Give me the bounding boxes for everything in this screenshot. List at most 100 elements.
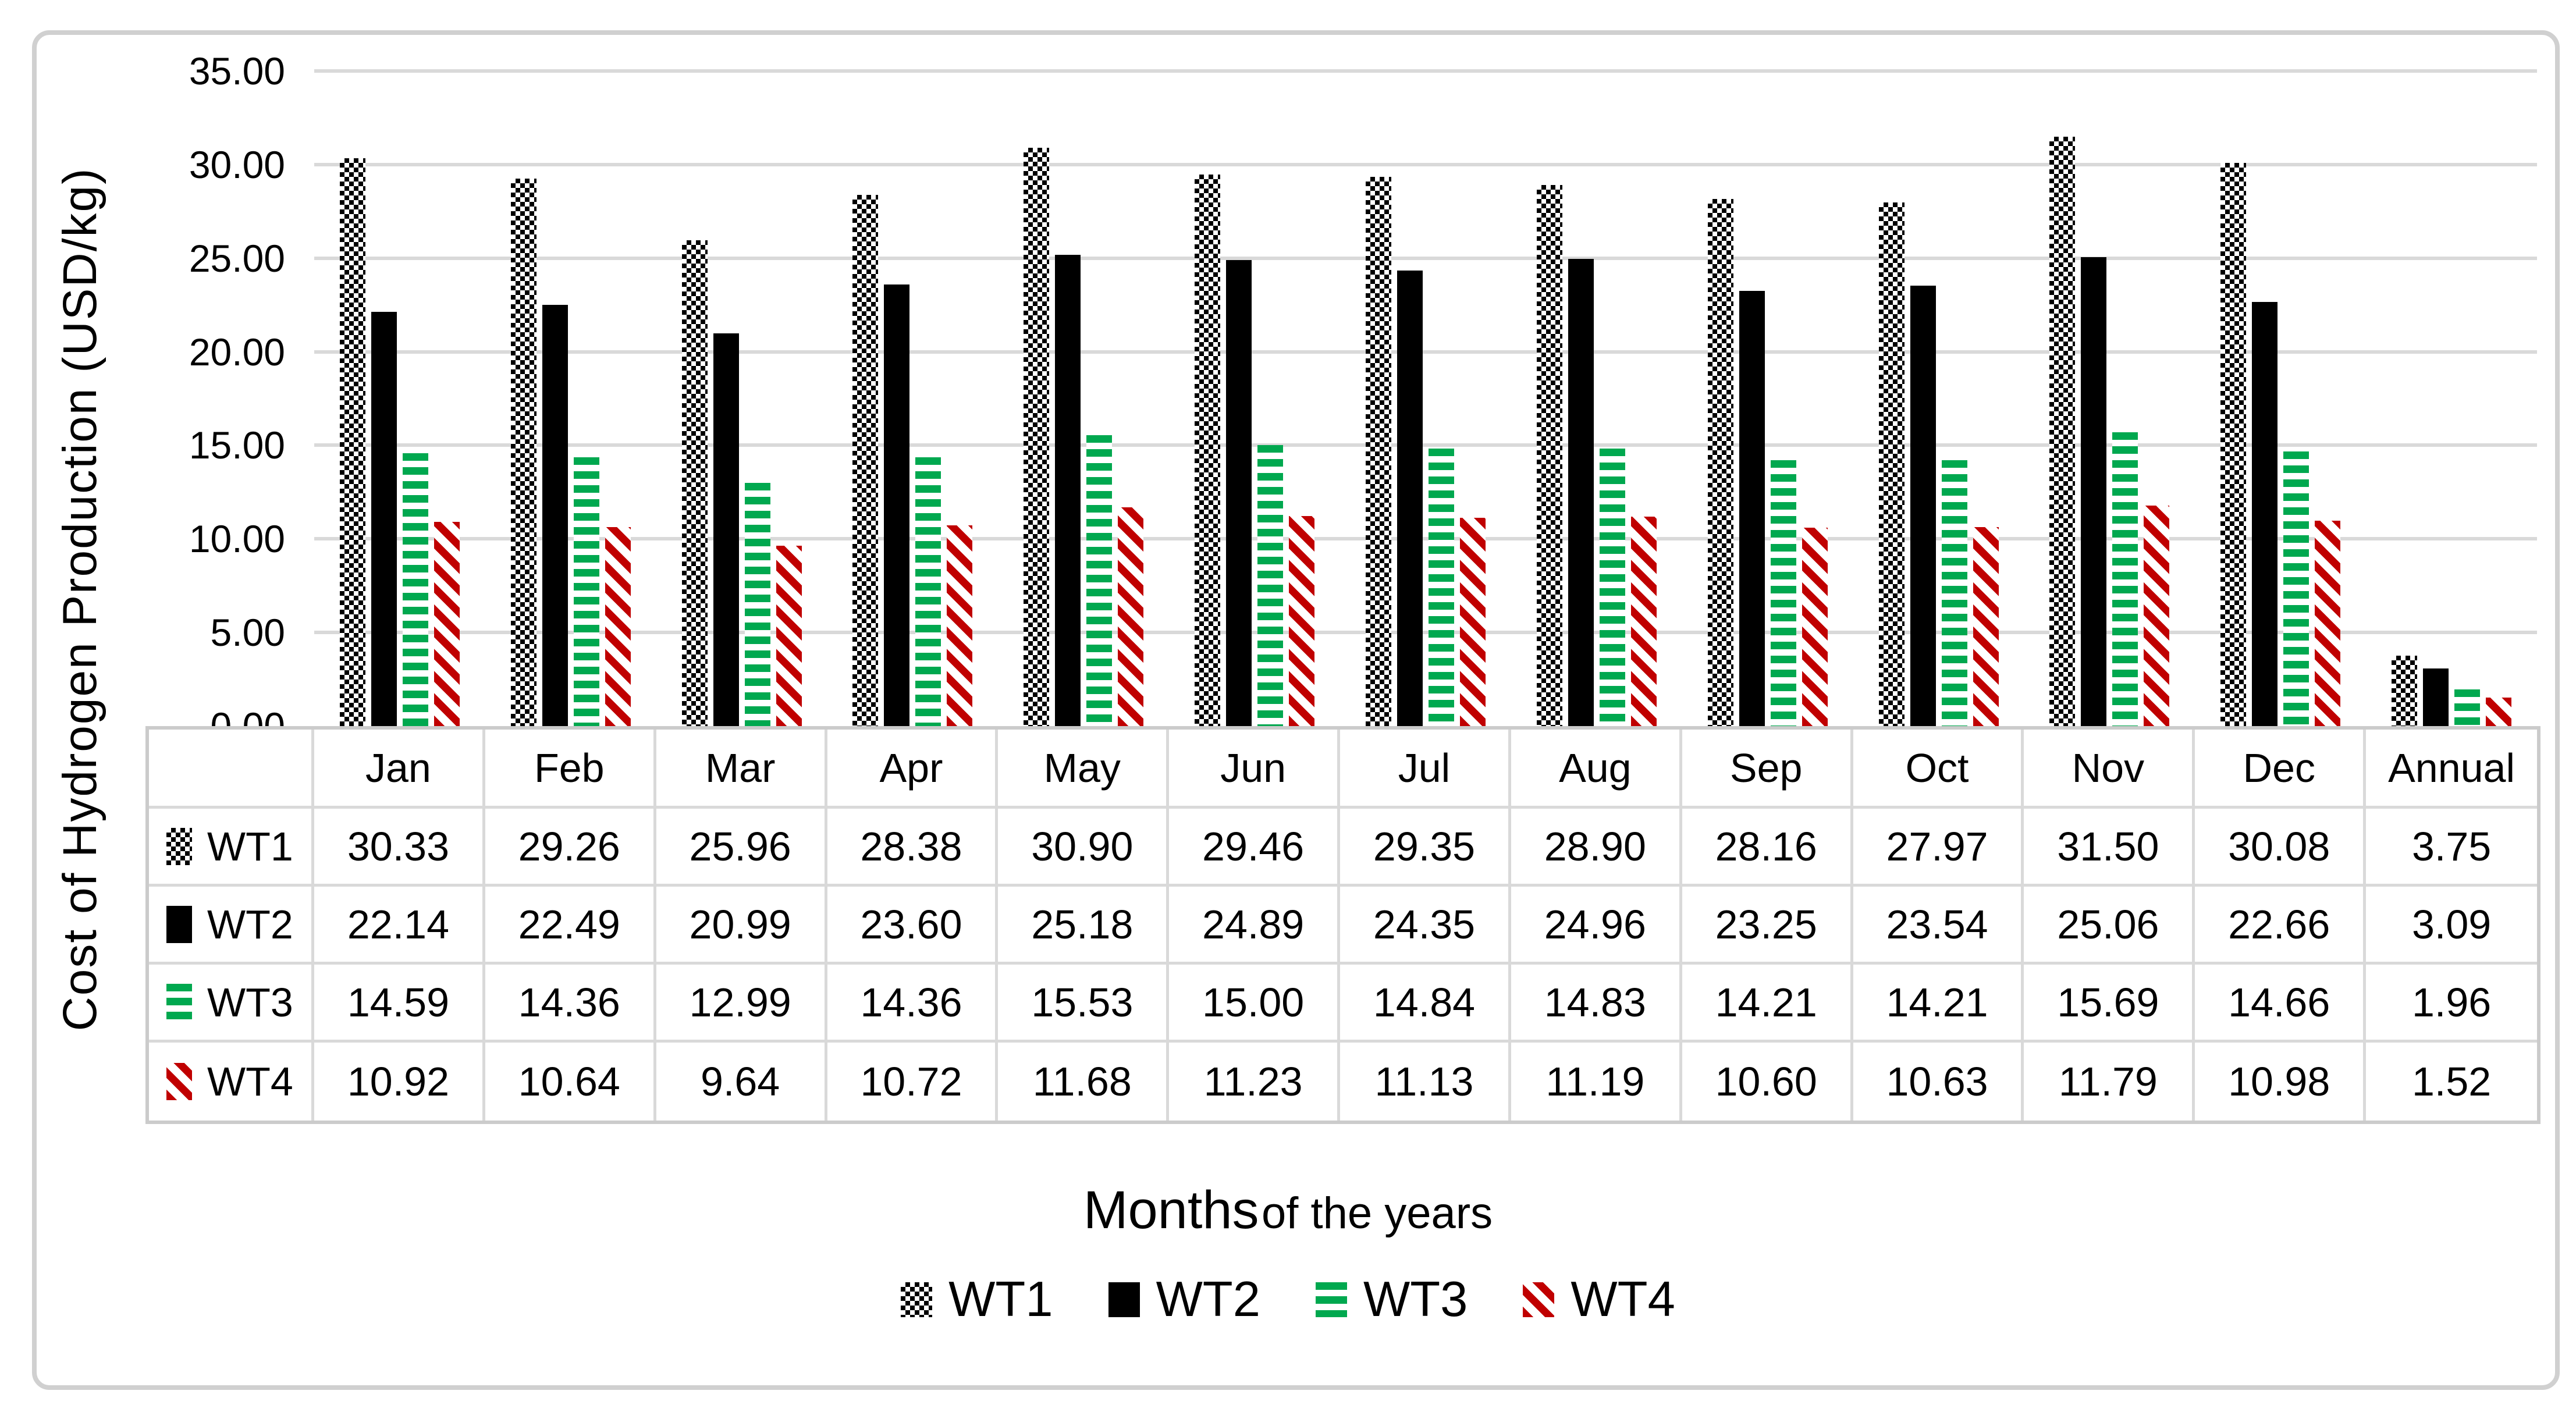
bar-wt4-sep <box>1802 528 1828 726</box>
bar-wt4-jun <box>1289 516 1315 726</box>
bar-wt3-may <box>1086 435 1113 726</box>
bar-wt3-annual <box>2454 689 2481 726</box>
table-cell-wt4-dec: 10.98 <box>2195 1043 2367 1121</box>
bar-wt2-may <box>1055 255 1081 726</box>
table-row-label-wt4: WT4 <box>149 1043 314 1121</box>
bar-wt1-mar <box>681 240 708 726</box>
legend-label-wt4: WT4 <box>1571 1272 1675 1327</box>
table-cell-wt2-aug: 24.96 <box>1511 887 1682 965</box>
table-cell-wt4-feb: 10.64 <box>485 1043 656 1121</box>
table-corner-cell <box>149 730 314 809</box>
bar-wt2-annual <box>2423 668 2449 726</box>
table-header-apr: Apr <box>827 730 999 809</box>
table-header-feb: Feb <box>485 730 656 809</box>
y-tick-label-15.00: 15.00 <box>189 424 285 467</box>
legend-item-wt3: WT3 <box>1316 1271 1468 1328</box>
table-cell-wt2-jun: 24.89 <box>1169 887 1341 965</box>
x-axis-title: Months of the years <box>0 1180 2576 1241</box>
bar-wt1-feb <box>510 179 536 726</box>
table-cell-wt1-oct: 27.97 <box>1853 809 2024 887</box>
gridline-25 <box>314 256 2537 260</box>
bar-wt2-nov <box>2081 257 2107 726</box>
table-row-label-wt3: WT3 <box>149 965 314 1043</box>
table-header-dec: Dec <box>2195 730 2367 809</box>
table-cell-wt3-apr: 14.36 <box>827 965 999 1043</box>
bar-wt3-mar <box>744 483 770 726</box>
y-tick-label-10.00: 10.00 <box>189 517 285 561</box>
series-name-label: WT2 <box>207 901 293 947</box>
table-cell-wt4-nov: 11.79 <box>2024 1043 2195 1121</box>
table-header-may: May <box>998 730 1170 809</box>
table-header-jan: Jan <box>314 730 485 809</box>
y-tick-label-30.00: 30.00 <box>189 143 285 186</box>
bar-wt3-sep <box>1770 460 1796 726</box>
bar-wt4-annual <box>2486 698 2512 726</box>
table-cell-wt1-sep: 28.16 <box>1682 809 1853 887</box>
bar-wt3-nov <box>2112 432 2138 726</box>
bar-wt2-apr <box>884 284 910 726</box>
series-name-label: WT1 <box>207 823 293 869</box>
bar-wt1-jul <box>1366 177 1391 726</box>
bar-wt4-dec <box>2315 521 2341 726</box>
table-header-nov: Nov <box>2024 730 2195 809</box>
data-table: Jan Feb Mar Apr May Jun Jul Aug Sep Oct Nov Dec Annu… <box>145 726 2541 1124</box>
table-cell-wt2-sep: 23.25 <box>1682 887 1853 965</box>
legend-swatch-wt2-icon <box>1108 1282 1140 1317</box>
table-header-oct: Oct <box>1853 730 2024 809</box>
table-cell-wt2-may: 25.18 <box>998 887 1170 965</box>
table-cell-wt3-feb: 14.36 <box>485 965 656 1043</box>
y-tick-label-20.00: 20.00 <box>189 330 285 374</box>
table-cell-wt4-apr: 10.72 <box>827 1043 999 1121</box>
legend-swatch-wt4-icon <box>1523 1282 1555 1317</box>
y-tick-label-35.00: 35.00 <box>189 49 285 93</box>
bar-wt4-oct <box>1973 527 1999 726</box>
table-cell-wt3-dec: 14.66 <box>2195 965 2367 1043</box>
legend-key-wt2-icon <box>166 905 192 943</box>
bar-wt4-apr <box>947 525 973 726</box>
table-cell-wt1-dec: 30.08 <box>2195 809 2367 887</box>
gridline-5 <box>314 631 2537 635</box>
legend-key-wt3-icon <box>166 983 192 1021</box>
table-cell-wt3-annual: 1.96 <box>2366 965 2537 1043</box>
y-tick-label-5.00: 5.00 <box>210 611 285 655</box>
bar-wt4-feb <box>605 527 631 726</box>
gridline-15 <box>314 443 2537 447</box>
table-cell-wt4-sep: 10.60 <box>1682 1043 1853 1121</box>
table-cell-wt3-sep: 14.21 <box>1682 965 1853 1043</box>
plot-area <box>314 0 2537 726</box>
bar-wt2-mar <box>713 333 739 726</box>
table-cell-wt1-may: 30.90 <box>998 809 1170 887</box>
bar-wt3-jun <box>1257 445 1284 726</box>
table-cell-wt1-mar: 25.96 <box>656 809 827 887</box>
bar-wt3-jan <box>402 453 428 726</box>
table-cell-wt1-aug: 28.90 <box>1511 809 1682 887</box>
table-cell-wt3-nov: 15.69 <box>2024 965 2195 1043</box>
bar-wt2-feb <box>542 305 568 726</box>
legend-swatch-wt1-icon <box>901 1282 933 1317</box>
table-cell-wt3-jun: 15.00 <box>1169 965 1341 1043</box>
table-cell-wt2-annual: 3.09 <box>2366 887 2537 965</box>
table-cell-wt4-jun: 11.23 <box>1169 1043 1341 1121</box>
table-cell-wt4-jul: 11.13 <box>1340 1043 1511 1121</box>
table-cell-wt1-jan: 30.33 <box>314 809 485 887</box>
bar-wt4-jul <box>1460 518 1486 726</box>
legend-item-wt4: WT4 <box>1523 1271 1675 1328</box>
table-cell-wt4-mar: 9.64 <box>656 1043 827 1121</box>
bar-wt2-jul <box>1397 271 1423 726</box>
legend-item-wt2: WT2 <box>1108 1271 1260 1328</box>
table-cell-wt4-oct: 10.63 <box>1853 1043 2024 1121</box>
bar-wt3-dec <box>2283 451 2309 726</box>
bar-wt1-jan <box>339 158 365 726</box>
legend-key-wt1-icon <box>166 827 192 865</box>
table-cell-wt3-may: 15.53 <box>998 965 1170 1043</box>
legend-key-wt4-icon <box>166 1063 192 1100</box>
table-cell-wt1-jul: 29.35 <box>1340 809 1511 887</box>
gridline-35 <box>314 69 2537 73</box>
table-header-sep: Sep <box>1682 730 1853 809</box>
bar-wt1-sep <box>1707 199 1733 726</box>
legend-swatch-wt3-icon <box>1316 1282 1347 1317</box>
table-cell-wt3-jul: 14.84 <box>1340 965 1511 1043</box>
bar-wt2-sep <box>1739 291 1765 726</box>
